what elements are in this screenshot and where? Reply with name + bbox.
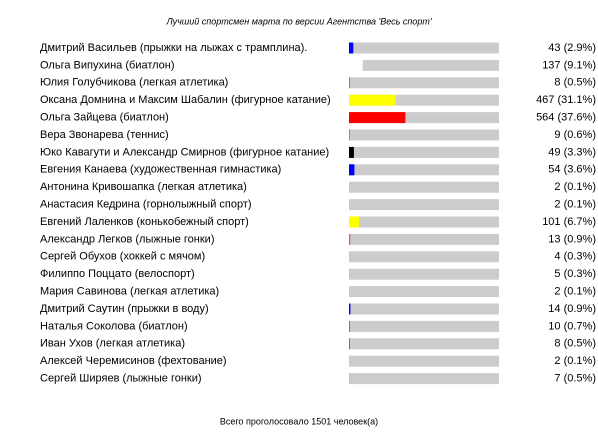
bar — [349, 338, 350, 350]
category-label: Сергей Ширяев (лыжные гонки) — [40, 373, 202, 385]
bar — [349, 303, 351, 315]
bar — [349, 146, 354, 158]
category-label: Антонина Кривошапка (легкая атлетика) — [40, 181, 247, 193]
bar-track — [349, 320, 499, 332]
bar — [349, 216, 360, 228]
category-label: Алексей Черемисинов (фехтование) — [40, 355, 227, 367]
bar — [349, 164, 355, 176]
bar — [349, 373, 350, 385]
category-label: Дмитрий Саутин (прыжки в воду) — [40, 303, 209, 315]
value-label: 9 (0.6%) — [554, 129, 596, 141]
category-label: Юлия Голубчикова (легкая атлетика) — [40, 77, 228, 89]
value-label: 467 (31.1%) — [536, 94, 596, 106]
value-label: 564 (37.6%) — [536, 112, 596, 124]
bar-track — [349, 286, 499, 298]
bar-track — [349, 268, 499, 280]
bar — [349, 59, 363, 71]
bar-track — [349, 181, 499, 193]
value-label: 14 (0.9%) — [548, 303, 596, 315]
bar — [349, 320, 350, 332]
bar-track — [349, 77, 499, 89]
bar — [349, 129, 350, 141]
bar — [349, 77, 350, 89]
category-label: Наталья Соколова (биатлон) — [40, 320, 188, 332]
value-label: 54 (3.6%) — [548, 164, 596, 176]
bar-track — [349, 164, 499, 176]
bar-track — [349, 129, 499, 141]
category-label: Иван Ухов (легкая атлетика) — [40, 338, 185, 350]
bar — [349, 42, 354, 54]
value-label: 10 (0.7%) — [548, 320, 596, 332]
footer: Всего проголосовало 1501 человек(а) — [220, 416, 378, 426]
category-label: Юко Кавагути и Александр Смирнов (фигурн… — [40, 146, 329, 158]
bar-track — [349, 338, 499, 350]
value-label: 8 (0.5%) — [554, 338, 596, 350]
bar-track — [349, 251, 499, 263]
value-label: 2 (0.1%) — [554, 286, 596, 298]
value-label: 4 (0.3%) — [554, 251, 596, 263]
category-label: Дмитрий Васильев (прыжки на лыжах с трам… — [40, 42, 307, 54]
category-label: Ольга Випухина (биатлон) — [40, 59, 175, 71]
value-label: 13 (0.9%) — [548, 233, 596, 245]
bar-track — [349, 373, 499, 385]
bar-track — [349, 112, 499, 124]
value-label: 101 (6.7%) — [542, 216, 596, 228]
category-label: Сергей Обухов (хоккей с мячом) — [40, 251, 205, 263]
category-label: Евгения Канаева (художественная гимнасти… — [40, 164, 281, 176]
bar-track — [349, 146, 499, 158]
category-label: Евгений Лаленков (конькобежный спорт) — [40, 216, 249, 228]
category-label: Оксана Домнина и Максим Шабалин (фигурно… — [40, 94, 331, 106]
bar-track — [349, 199, 499, 211]
category-label: Ольга Зайцева (биатлон) — [40, 112, 169, 124]
bar-track — [349, 355, 499, 367]
value-label: 137 (9.1%) — [542, 59, 596, 71]
bar-track — [349, 59, 499, 71]
value-label: 5 (0.3%) — [554, 268, 596, 280]
bar — [349, 112, 406, 124]
value-label: 2 (0.1%) — [554, 199, 596, 211]
bar-track — [349, 94, 499, 106]
category-label: Александр Легков (лыжные гонки) — [40, 233, 214, 245]
bar — [349, 94, 396, 106]
category-label: Мария Савинова (легкая атлетика) — [40, 286, 219, 298]
chart-title: Лучший спортсмен марта по версии Агентст… — [165, 16, 431, 26]
bar-track — [349, 42, 499, 54]
value-label: 49 (3.3%) — [548, 146, 596, 158]
value-label: 8 (0.5%) — [554, 77, 596, 89]
category-label: Анастасия Кедрина (горнолыжный спорт) — [40, 199, 252, 211]
category-label: Вера Звонарева (теннис) — [40, 129, 169, 141]
bar-track — [349, 216, 499, 228]
value-label: 43 (2.9%) — [548, 42, 596, 54]
bar-track — [349, 303, 499, 315]
value-label: 2 (0.1%) — [554, 355, 596, 367]
bar-track — [349, 233, 499, 245]
value-label: 2 (0.1%) — [554, 181, 596, 193]
value-label: 7 (0.5%) — [554, 373, 596, 385]
bar — [349, 233, 351, 245]
category-label: Филиппо Поццато (велоспорт) — [40, 268, 195, 280]
